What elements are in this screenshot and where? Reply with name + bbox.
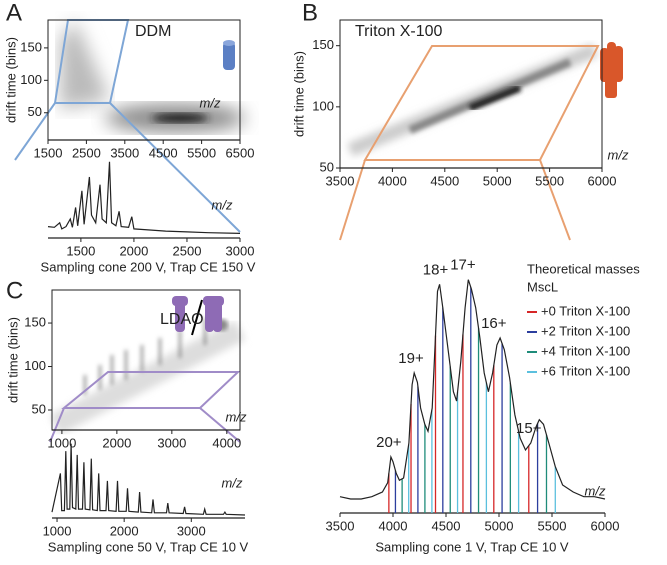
charge-label: 20+: [376, 434, 402, 451]
legend-title: MscL: [527, 279, 558, 294]
zoom-b: [339, 45, 600, 241]
x-axis-label: m/z: [200, 95, 221, 110]
panel-label: C: [6, 277, 23, 304]
x-tick-label: 6500: [226, 145, 255, 160]
y-tick-label: 50: [28, 104, 42, 119]
y-tick-label: 50: [320, 159, 334, 174]
y-axis-label: drift time (bins): [291, 51, 306, 137]
y-tick-label: 150: [20, 39, 42, 54]
caption: Sampling cone 200 V, Trap CE 150 V: [41, 259, 256, 274]
x-tick-label: 6000: [591, 518, 620, 533]
x-tick-label: 3000: [157, 435, 186, 450]
caption: Sampling cone 1 V, Trap CE 10 V: [375, 539, 569, 554]
x-axis-label: m/z: [585, 483, 606, 498]
x-tick-label: 1500: [66, 243, 95, 258]
legend-label: +2 Triton X-100: [541, 323, 630, 338]
y-tick-label: 100: [20, 72, 42, 87]
panel-label: A: [6, 0, 22, 26]
x-tick-label: 2000: [119, 243, 148, 258]
x-tick-label: 4500: [149, 145, 178, 160]
y-tick-label: 50: [32, 401, 46, 416]
x-tick-label: 2500: [173, 243, 202, 258]
x-tick-label: 3500: [110, 145, 139, 160]
charge-label: 18+: [423, 261, 449, 278]
x-tick-label: 3500: [326, 518, 355, 533]
x-tick-label: 5000: [483, 173, 512, 188]
caption: Sampling cone 50 V, Trap CE 10 V: [48, 539, 249, 554]
annotation: DDM: [135, 23, 171, 40]
x-tick-label: 4000: [378, 173, 407, 188]
x-tick-label: 5500: [535, 173, 564, 188]
x-tick-label: 1000: [43, 523, 72, 538]
charge-label: 19+: [398, 350, 424, 367]
spectrum: [51, 443, 246, 516]
x-tick-label: 1000: [47, 435, 76, 450]
annotation: LDAO: [160, 311, 204, 328]
y-tick-label: 150: [312, 37, 334, 52]
y-tick-label: 100: [312, 98, 334, 113]
y-tick-label: 150: [24, 314, 46, 329]
panel-label: B: [302, 0, 318, 26]
x-tick-label: 4500: [430, 173, 459, 188]
charge-label: 16+: [481, 315, 507, 332]
charge-label: 15+: [516, 420, 542, 437]
zoom-c: [49, 371, 241, 443]
plot-frame: [339, 19, 603, 169]
icon-ldao: [172, 296, 224, 336]
y-axis-label: drift time (bins): [5, 317, 20, 403]
x-tick-label: 2500: [72, 145, 101, 160]
x-axis-label: m/z: [212, 197, 233, 212]
x-tick-label: 4000: [212, 435, 241, 450]
icon-triton: [600, 42, 623, 98]
x-tick-label: 5500: [187, 145, 216, 160]
y-tick-label: 100: [24, 358, 46, 373]
density-a: [60, 20, 245, 132]
legend-title: Theoretical masses: [527, 261, 640, 276]
x-tick-label: 4500: [432, 518, 461, 533]
icon-ddm: [223, 40, 235, 70]
x-tick-label: 1500: [34, 145, 63, 160]
x-tick-label: 5500: [538, 518, 567, 533]
x-axis-label: m/z: [222, 475, 243, 490]
plot-frame: [51, 289, 241, 431]
x-tick-label: 2000: [110, 523, 139, 538]
x-tick-label: 4000: [379, 518, 408, 533]
spectrum: [47, 161, 241, 234]
legend-label: +0 Triton X-100: [541, 303, 630, 318]
annotation: Triton X-100: [355, 23, 443, 40]
x-tick-label: 3500: [326, 173, 355, 188]
legend-label: +6 Triton X-100: [541, 363, 630, 378]
x-tick-label: 6000: [588, 173, 617, 188]
legend-label: +4 Triton X-100: [541, 343, 630, 358]
x-tick-label: 2000: [102, 435, 131, 450]
x-axis-label: m/z: [226, 409, 247, 424]
y-axis-label: drift time (bins): [3, 37, 18, 123]
density-b: [347, 43, 598, 157]
charge-label: 17+: [450, 257, 476, 274]
x-axis-label: m/z: [608, 147, 629, 162]
spectrum: [339, 279, 606, 500]
x-tick-label: 5000: [485, 518, 514, 533]
x-tick-label: 3000: [177, 523, 206, 538]
x-tick-label: 3000: [226, 243, 255, 258]
